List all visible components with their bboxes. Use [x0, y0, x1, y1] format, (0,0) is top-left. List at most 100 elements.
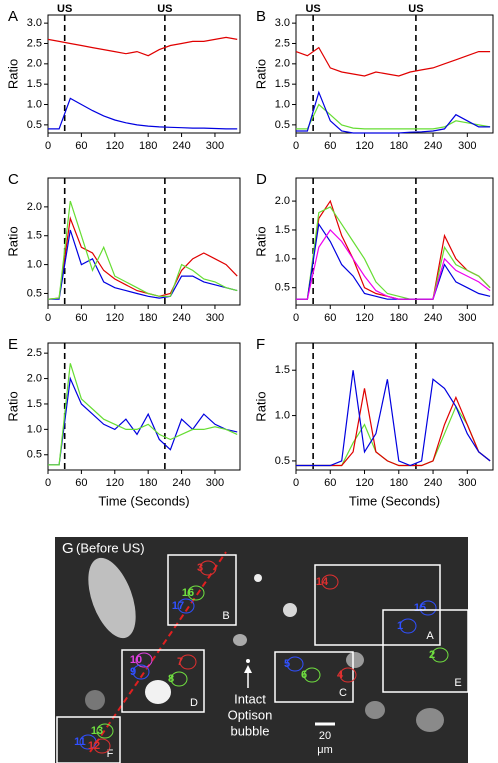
y-tick-label: 1.5 [275, 224, 290, 236]
cell-label: 1 [397, 620, 403, 632]
x-tick-label: 60 [324, 312, 336, 324]
y-tick-label: 1.0 [27, 423, 42, 435]
y-axis-title: Ratio [5, 391, 20, 421]
series-line [47, 216, 238, 300]
region-label: E [454, 677, 461, 689]
cell-label: 16 [182, 587, 194, 599]
series-line [296, 103, 491, 130]
micrograph: G (Before US) Intact Optison bubble 20 μ… [55, 537, 469, 763]
x-tick-label: 120 [106, 140, 124, 152]
panel-label: A [8, 8, 18, 25]
x-tick-label: 0 [293, 477, 299, 489]
cell-label: 8 [168, 673, 174, 685]
cell-outline [286, 656, 304, 672]
x-tick-label: 240 [172, 477, 190, 489]
optison-bubble [246, 659, 250, 663]
region-box [382, 609, 469, 693]
panel-label: C [8, 171, 19, 188]
x-tick-label: 180 [139, 312, 157, 324]
x-tick-label: 180 [390, 312, 408, 324]
event-label: US [57, 3, 72, 15]
plot-frame [47, 177, 241, 306]
event-label: US [157, 3, 172, 15]
plot-frame [295, 177, 494, 306]
x-tick-label: 300 [458, 312, 476, 324]
series-line [296, 405, 491, 467]
x-tick-label: 180 [390, 477, 408, 489]
cell-outline [431, 647, 449, 663]
panel-label: G [62, 540, 74, 557]
y-tick-label: 2.5 [27, 347, 42, 359]
plot-frame [47, 14, 241, 134]
cell-label: 9 [130, 666, 136, 678]
cell-outline [321, 574, 339, 590]
y-tick-label: 1.5 [27, 78, 42, 90]
x-tick-label: 240 [172, 312, 190, 324]
y-axis-title: Ratio [253, 59, 268, 89]
y-tick-label: 0.5 [27, 449, 42, 461]
cell-outline [132, 664, 150, 680]
series-line [295, 46, 491, 77]
annotation: bubble [230, 723, 269, 738]
series-line [47, 200, 238, 300]
x-tick-label: 300 [458, 140, 476, 152]
y-tick-label: 2.0 [275, 195, 290, 207]
x-tick-label: 120 [106, 477, 124, 489]
y-tick-label: 1.0 [275, 98, 290, 110]
y-tick-label: 2.0 [27, 58, 42, 70]
panel-label: E [8, 336, 18, 353]
cell-label: 11 [74, 736, 86, 748]
x-tick-label: 60 [75, 140, 87, 152]
x-tick-label: 180 [390, 140, 408, 152]
y-axis-title: Ratio [253, 226, 268, 256]
region-box [167, 554, 237, 626]
x-tick-label: 120 [355, 312, 373, 324]
x-tick-label: 0 [45, 312, 51, 324]
cell-outline [170, 671, 188, 687]
x-tick-label: 240 [424, 312, 442, 324]
x-tick-label: 60 [324, 477, 336, 489]
series-line [296, 388, 491, 467]
y-tick-label: 1.0 [275, 409, 290, 421]
y-tick-label: 1.5 [27, 230, 42, 242]
series-line [48, 376, 238, 466]
panel-label: D [256, 171, 267, 188]
y-tick-label: 1.5 [275, 364, 290, 376]
series-line [48, 363, 238, 466]
plot-frame [295, 14, 494, 134]
x-tick-label: 300 [458, 477, 476, 489]
region-label: A [426, 630, 434, 642]
y-tick-label: 0.5 [275, 119, 290, 131]
x-tick-label: 240 [424, 477, 442, 489]
y-tick-label: 1.0 [27, 98, 42, 110]
series-line [48, 97, 238, 130]
x-tick-label: 240 [172, 140, 190, 152]
region-label: B [222, 610, 229, 622]
x-tick-label: 300 [206, 477, 224, 489]
cell-label: 14 [316, 576, 329, 588]
cell-outline [93, 738, 111, 754]
cell-outline [419, 600, 437, 616]
cell-blob [254, 574, 262, 582]
cell-label: 15 [414, 602, 426, 614]
x-tick-label: 180 [139, 477, 157, 489]
cell-blob [88, 557, 136, 639]
region-label: C [339, 687, 347, 699]
y-tick-label: 0.5 [275, 282, 290, 294]
cell-outline [399, 618, 417, 634]
event-label: US [305, 3, 320, 15]
cell-blob [283, 603, 297, 617]
x-tick-label: 60 [324, 140, 336, 152]
cell-outline [179, 654, 197, 670]
plot-frame [47, 342, 241, 471]
cell-label: 4 [337, 669, 344, 681]
arrow-head [244, 665, 252, 673]
cell-outline [187, 585, 205, 601]
y-tick-label: 2.5 [27, 37, 42, 49]
region-label: F [107, 748, 114, 760]
y-tick-label: 0.5 [27, 287, 42, 299]
cell-label: 10 [130, 654, 142, 666]
x-tick-label: 120 [355, 140, 373, 152]
cell-label: 7 [177, 656, 183, 668]
x-tick-label: 300 [206, 312, 224, 324]
